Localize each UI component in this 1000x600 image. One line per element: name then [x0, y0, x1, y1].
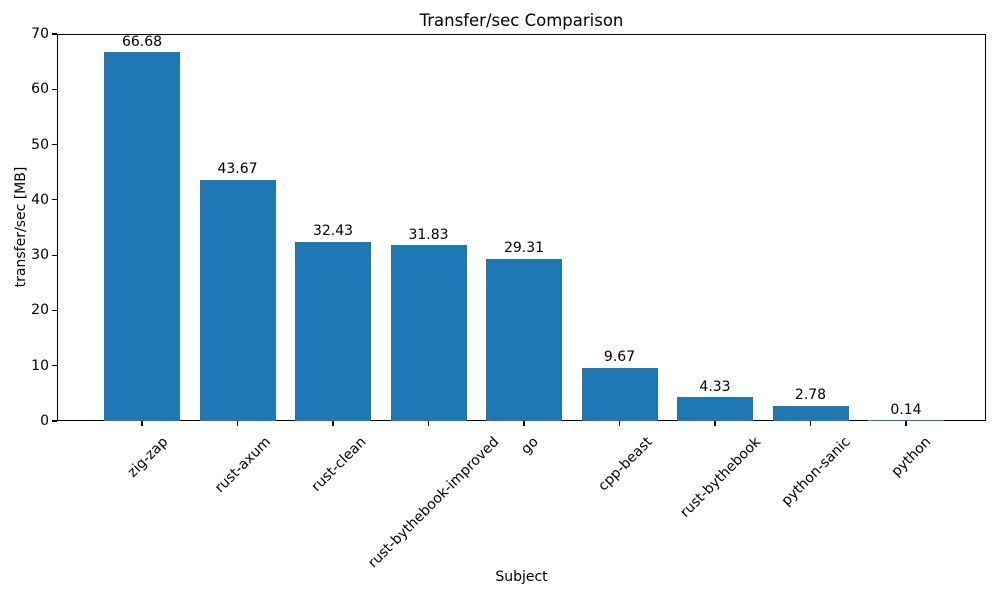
- bar-value-label: 4.33: [699, 378, 731, 395]
- x-tick-label: python: [888, 434, 935, 480]
- x-tick-label: rust-clean: [308, 434, 370, 495]
- x-tick-label: go: [518, 434, 542, 458]
- bar-value-label: 0.14: [890, 401, 922, 418]
- bar: [486, 258, 562, 421]
- bar-value-label: 66.68: [121, 33, 163, 50]
- x-tick-label: rust-bythebook-improved: [365, 434, 503, 572]
- x-tick-label: cpp-beast: [595, 434, 656, 495]
- bar-value-label: 43.67: [217, 161, 258, 178]
- x-tick-label: rust-bythebook: [677, 434, 764, 521]
- y-tick: [52, 33, 57, 35]
- bar: [868, 420, 944, 421]
- bar: [772, 405, 849, 421]
- y-tick-label: 70: [31, 26, 49, 42]
- bar-value-label: 31.83: [408, 226, 449, 243]
- x-tick: [523, 421, 525, 426]
- y-tick: [52, 365, 57, 367]
- bar: [295, 241, 371, 421]
- bar: [199, 179, 276, 421]
- x-tick-label: zig-zap: [124, 434, 171, 481]
- bar-value-label: 32.43: [312, 223, 354, 240]
- bar: [677, 397, 753, 421]
- x-tick-label: rust-axum: [211, 434, 275, 497]
- x-tick: [714, 421, 716, 426]
- x-tick: [905, 421, 907, 426]
- bar: [581, 367, 658, 421]
- y-tick-label: 20: [31, 302, 49, 319]
- chart-title: Transfer/sec Comparison: [419, 11, 624, 30]
- y-tick: [52, 254, 57, 256]
- x-tick: [236, 421, 239, 426]
- bar-value-label: 2.78: [794, 387, 827, 404]
- y-tick: [52, 143, 57, 146]
- x-tick: [332, 421, 334, 426]
- y-tick-label: 60: [31, 81, 49, 98]
- bar-value-label: 29.31: [503, 240, 545, 257]
- bar: [390, 245, 467, 421]
- y-tick: [52, 309, 57, 312]
- bar-value-label: 9.67: [603, 349, 636, 366]
- y-tick-label: 40: [31, 191, 49, 208]
- bar: [104, 52, 180, 421]
- y-tick-label: 30: [31, 247, 49, 264]
- y-tick-label: 10: [31, 357, 49, 374]
- y-tick-label: 0: [40, 413, 49, 429]
- y-tick: [52, 88, 57, 90]
- x-tick: [141, 421, 143, 426]
- y-tick: [52, 420, 57, 422]
- y-axis-label: transfer/sec [MB]: [13, 166, 29, 288]
- x-tick: [427, 421, 430, 426]
- x-tick: [809, 421, 812, 426]
- x-tick: [618, 421, 621, 426]
- x-tick-label: python-sanic: [778, 434, 854, 510]
- y-tick: [52, 199, 57, 201]
- y-tick-label: 50: [31, 136, 49, 153]
- x-axis-label: Subject: [495, 569, 548, 585]
